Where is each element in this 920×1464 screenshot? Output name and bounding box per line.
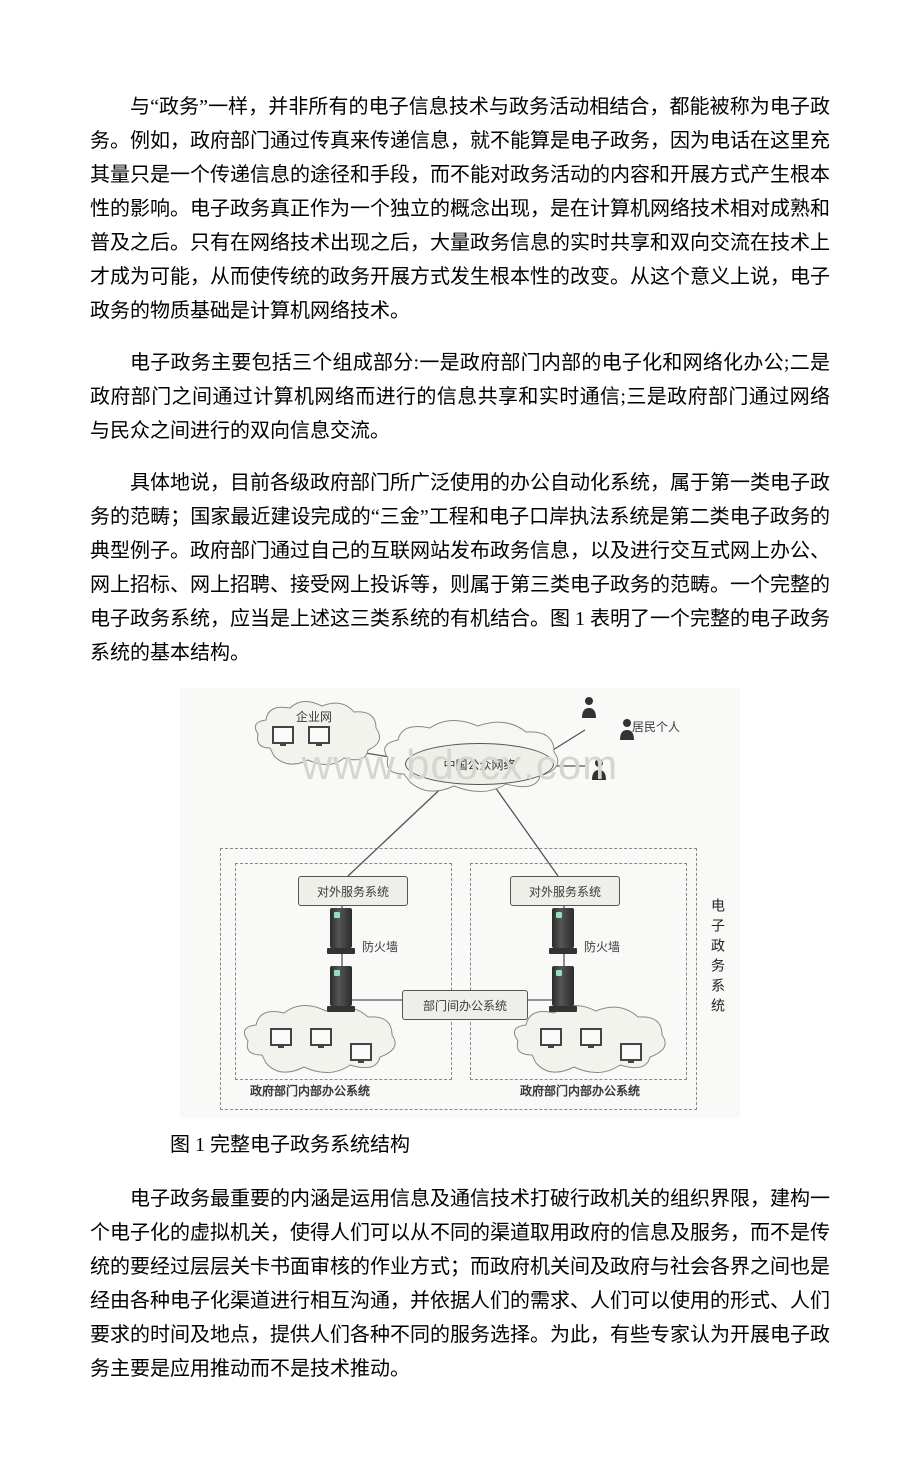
gov-right-caption: 政府部门内部办公系统 (520, 1082, 640, 1099)
server-icon (552, 966, 574, 1012)
firewall-left-label: 防火墙 (362, 938, 398, 955)
monitor-icon (620, 1043, 642, 1061)
paragraph-2: 电子政务主要包括三个组成部分:一是政府部门内部的电子化和网络化办公;二是政府部门… (90, 346, 830, 448)
citizen-label: 居民个人 (632, 718, 680, 735)
firewall-right-label: 防火墙 (584, 938, 620, 955)
cloud-enterprise-label: 企业网 (296, 708, 332, 725)
external-service-left: 对外服务系统 (298, 876, 408, 906)
monitor-icon (270, 1028, 292, 1046)
paragraph-1: 与“政务”一样，并非所有的电子信息技术与政务活动相结合，都能被称为电子政务。例如… (90, 90, 830, 328)
person-icon (590, 758, 608, 780)
paragraph-4: 电子政务最重要的内涵是运用信息及通信技术打破行政机关的组织界限，建构一个电子化的… (90, 1182, 830, 1386)
interdept-box: 部门间办公系统 (402, 990, 528, 1020)
monitor-icon (350, 1043, 372, 1061)
monitor-icon (310, 1028, 332, 1046)
server-icon (330, 966, 352, 1012)
monitor-icon (580, 1028, 602, 1046)
person-icon (580, 696, 598, 718)
figure-1: 企业网 中国公众网络 对外服务系统 对外服务系统 部门间办公系统 (90, 688, 830, 1118)
monitor-icon (540, 1028, 562, 1046)
egov-diagram: 企业网 中国公众网络 对外服务系统 对外服务系统 部门间办公系统 (180, 688, 740, 1118)
gov-left-caption: 政府部门内部办公系统 (250, 1082, 370, 1099)
server-icon (330, 908, 352, 954)
document-page: 与“政务”一样，并非所有的电子信息技术与政务活动相结合，都能被称为电子政务。例如… (0, 0, 920, 1464)
public-network-oval: 中国公众网络 (405, 743, 554, 785)
external-service-right: 对外服务系统 (510, 876, 620, 906)
monitor-icon (308, 726, 330, 744)
side-system-label: 电子政务系统 (706, 898, 726, 1018)
figure-1-caption: 图 1 完整电子政务系统结构 (90, 1128, 830, 1162)
server-icon (552, 908, 574, 954)
paragraph-3: 具体地说，目前各级政府部门所广泛使用的办公自动化系统，属于第一类电子政务的范畴；… (90, 466, 830, 670)
monitor-icon (272, 726, 294, 744)
